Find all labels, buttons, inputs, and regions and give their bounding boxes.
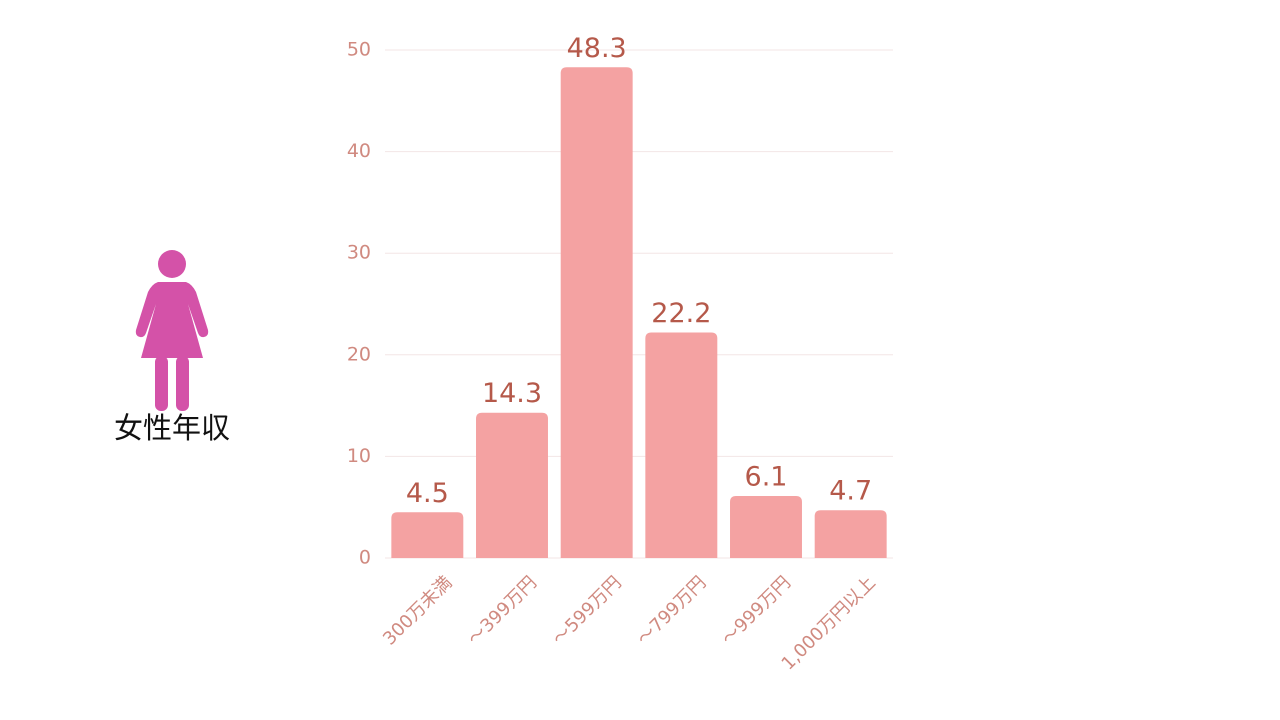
y-tick-label: 20 [347, 343, 371, 365]
x-tick-label: ～399万円 [464, 572, 541, 649]
bar [560, 67, 633, 558]
x-tick-label: ～599万円 [548, 572, 625, 649]
value-label: 14.3 [482, 378, 542, 409]
bar [730, 496, 802, 558]
y-tick-label: 50 [347, 39, 371, 61]
value-label: 4.5 [406, 478, 449, 509]
value-label: 6.1 [745, 462, 788, 493]
bar [476, 412, 548, 558]
bar [645, 332, 718, 558]
y-tick-label: 10 [347, 445, 371, 467]
x-tick-label: ～799万円 [633, 572, 710, 649]
side-label: 女性年収 [114, 411, 230, 445]
x-tick-label: 300万未満 [379, 572, 456, 649]
y-tick-label: 30 [347, 242, 371, 264]
value-label: 48.3 [567, 33, 627, 64]
y-tick-label: 40 [347, 140, 371, 162]
x-tick-label: ～999万円 [718, 572, 795, 649]
bar [814, 510, 887, 558]
y-tick-label: 0 [359, 547, 371, 569]
bar [391, 512, 464, 558]
value-label: 4.7 [829, 476, 872, 507]
woman-icon [135, 250, 209, 411]
value-label: 22.2 [651, 298, 711, 329]
